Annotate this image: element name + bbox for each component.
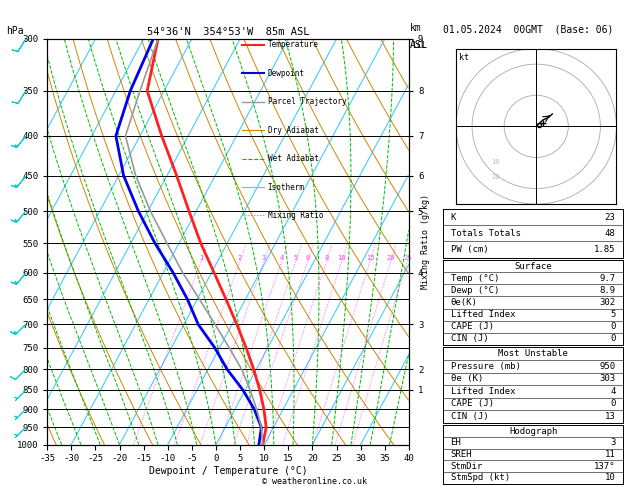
Text: Temp (°C): Temp (°C) bbox=[450, 274, 499, 283]
Text: 6: 6 bbox=[306, 255, 310, 261]
Text: 11: 11 bbox=[605, 450, 616, 459]
Text: 10: 10 bbox=[605, 473, 616, 482]
Text: 1: 1 bbox=[199, 255, 203, 261]
Text: Temperature: Temperature bbox=[268, 40, 319, 50]
Text: 15: 15 bbox=[366, 255, 374, 261]
Text: Most Unstable: Most Unstable bbox=[498, 349, 568, 358]
Text: Surface: Surface bbox=[515, 261, 552, 271]
Text: EH: EH bbox=[450, 438, 461, 447]
Text: 137°: 137° bbox=[594, 462, 616, 470]
Text: LCL: LCL bbox=[413, 41, 428, 50]
Text: 9.7: 9.7 bbox=[599, 274, 616, 283]
Text: 10: 10 bbox=[491, 159, 500, 165]
Text: Isotherm: Isotherm bbox=[268, 183, 305, 191]
Text: 3: 3 bbox=[610, 438, 616, 447]
Text: 13: 13 bbox=[605, 412, 616, 421]
Text: Parcel Trajectory: Parcel Trajectory bbox=[268, 97, 347, 106]
Text: © weatheronline.co.uk: © weatheronline.co.uk bbox=[262, 477, 367, 486]
Text: 25: 25 bbox=[403, 255, 411, 261]
Text: CAPE (J): CAPE (J) bbox=[450, 322, 494, 331]
Text: 20: 20 bbox=[491, 174, 500, 180]
Text: StmDir: StmDir bbox=[450, 462, 483, 470]
Text: K: K bbox=[450, 212, 456, 222]
Text: CIN (J): CIN (J) bbox=[450, 334, 488, 344]
Text: Mixing Ratio (g/kg): Mixing Ratio (g/kg) bbox=[421, 194, 430, 289]
Text: θe(K): θe(K) bbox=[450, 298, 477, 307]
Text: 23: 23 bbox=[605, 212, 616, 222]
X-axis label: Dewpoint / Temperature (°C): Dewpoint / Temperature (°C) bbox=[148, 466, 308, 476]
Text: Hodograph: Hodograph bbox=[509, 427, 557, 435]
Text: 0: 0 bbox=[610, 334, 616, 344]
Text: Lifted Index: Lifted Index bbox=[450, 387, 515, 396]
Text: 303: 303 bbox=[599, 374, 616, 383]
Text: 4: 4 bbox=[280, 255, 284, 261]
Text: Dry Adiabat: Dry Adiabat bbox=[268, 126, 319, 135]
Text: 3: 3 bbox=[262, 255, 266, 261]
Text: PW (cm): PW (cm) bbox=[450, 245, 488, 254]
Text: CIN (J): CIN (J) bbox=[450, 412, 488, 421]
Text: 950: 950 bbox=[599, 362, 616, 371]
Text: Pressure (mb): Pressure (mb) bbox=[450, 362, 520, 371]
Text: 20: 20 bbox=[387, 255, 395, 261]
Text: 8: 8 bbox=[325, 255, 329, 261]
Text: 4: 4 bbox=[610, 387, 616, 396]
Text: 8.9: 8.9 bbox=[599, 286, 616, 295]
Text: Dewp (°C): Dewp (°C) bbox=[450, 286, 499, 295]
Text: SREH: SREH bbox=[450, 450, 472, 459]
Text: 5: 5 bbox=[610, 310, 616, 319]
Text: StmSpd (kt): StmSpd (kt) bbox=[450, 473, 509, 482]
Text: 0: 0 bbox=[610, 399, 616, 409]
Text: ASL: ASL bbox=[410, 40, 428, 50]
Text: Wet Adiabat: Wet Adiabat bbox=[268, 154, 319, 163]
Text: Lifted Index: Lifted Index bbox=[450, 310, 515, 319]
Text: 10: 10 bbox=[338, 255, 346, 261]
Text: km: km bbox=[410, 23, 422, 33]
Text: 0: 0 bbox=[610, 322, 616, 331]
Text: Dewpoint: Dewpoint bbox=[268, 69, 305, 78]
Title: 54°36'N  354°53'W  85m ASL: 54°36'N 354°53'W 85m ASL bbox=[147, 27, 309, 37]
Text: 48: 48 bbox=[605, 229, 616, 238]
Text: Mixing Ratio: Mixing Ratio bbox=[268, 211, 323, 220]
Text: 1.85: 1.85 bbox=[594, 245, 616, 254]
Text: Totals Totals: Totals Totals bbox=[450, 229, 520, 238]
Text: hPa: hPa bbox=[6, 26, 24, 36]
Text: 2: 2 bbox=[238, 255, 242, 261]
Text: θe (K): θe (K) bbox=[450, 374, 483, 383]
Text: kt: kt bbox=[459, 53, 469, 62]
Text: 5: 5 bbox=[294, 255, 298, 261]
Text: CAPE (J): CAPE (J) bbox=[450, 399, 494, 409]
Text: 302: 302 bbox=[599, 298, 616, 307]
Text: 01.05.2024  00GMT  (Base: 06): 01.05.2024 00GMT (Base: 06) bbox=[443, 24, 614, 34]
